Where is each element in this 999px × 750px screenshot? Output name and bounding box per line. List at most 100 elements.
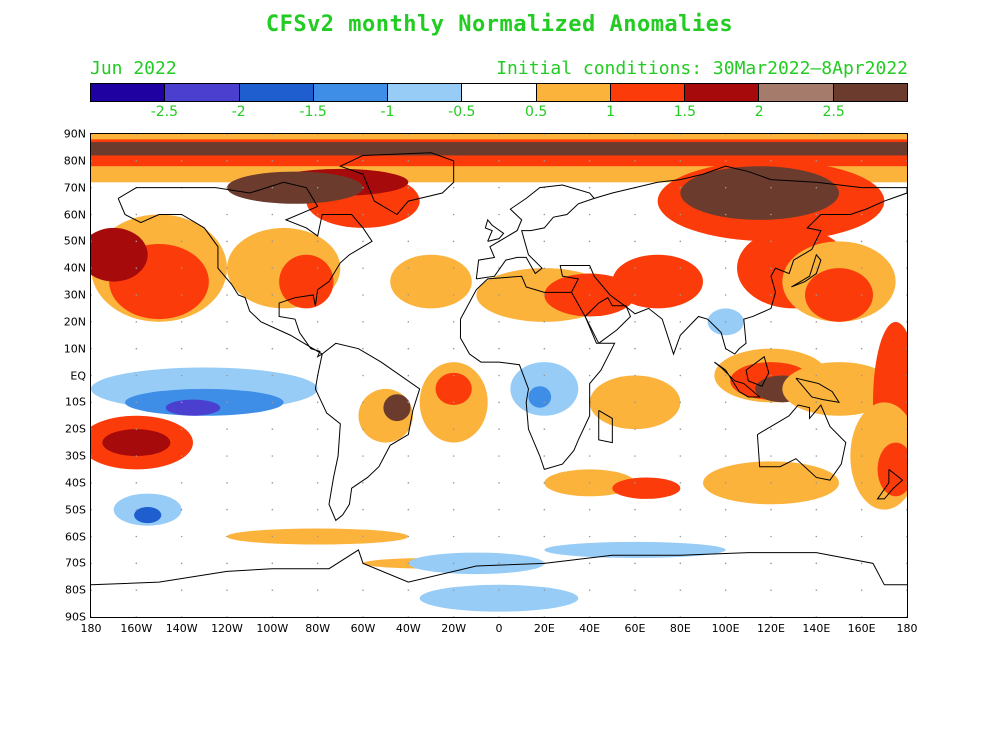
coastline bbox=[314, 342, 421, 522]
longitude-label: 80W bbox=[305, 622, 331, 635]
anomaly-region bbox=[782, 362, 896, 416]
longitude-label: 140E bbox=[802, 622, 831, 635]
latitude-label: 40S bbox=[65, 476, 86, 490]
latitude-label: 70S bbox=[65, 556, 86, 570]
map-title: CFSv2 monthly Normalized Anomalies bbox=[265, 12, 734, 37]
legend-label: 2.5 bbox=[822, 104, 845, 120]
longitude-label: 160E bbox=[847, 622, 876, 635]
anomaly-region bbox=[408, 552, 545, 575]
legend-swatch bbox=[462, 84, 537, 101]
anomaly-region bbox=[805, 268, 873, 322]
longitude-label: 120E bbox=[757, 622, 785, 635]
coastline bbox=[559, 165, 907, 356]
coastline bbox=[791, 253, 822, 288]
legend-label: -2.5 bbox=[150, 104, 179, 120]
longitude-label: 20E bbox=[533, 622, 555, 635]
anomaly-region bbox=[528, 386, 552, 408]
anomaly-region bbox=[390, 254, 472, 309]
anomaly-region bbox=[134, 506, 162, 524]
anomaly-region bbox=[612, 254, 704, 309]
longitude-label: 40W bbox=[395, 622, 421, 635]
legend-swatch bbox=[388, 84, 463, 101]
coastline bbox=[475, 184, 596, 280]
coastline bbox=[714, 361, 762, 398]
longitude-label: 40E bbox=[579, 622, 601, 635]
longitude-label: 100E bbox=[711, 622, 740, 635]
anomaly-region bbox=[680, 166, 840, 220]
latitude-label: 80N bbox=[63, 154, 86, 168]
anomaly-map bbox=[90, 133, 908, 618]
legend-swatch bbox=[239, 84, 314, 101]
latitude-label: 20N bbox=[63, 315, 86, 329]
longitude-label: 180 bbox=[896, 622, 918, 635]
legend-label: 2 bbox=[754, 104, 764, 120]
coastline bbox=[584, 296, 632, 344]
coastline bbox=[876, 469, 904, 500]
longitude-label: 60W bbox=[350, 622, 376, 635]
coastline-layer bbox=[91, 152, 907, 586]
latitude-label: EQ bbox=[70, 369, 86, 382]
coastline bbox=[117, 181, 373, 358]
legend-swatch bbox=[610, 84, 686, 101]
coastline bbox=[756, 404, 847, 481]
color-legend bbox=[90, 83, 908, 102]
latitude-label: 60S bbox=[65, 530, 86, 543]
longitude-label: 20W bbox=[441, 622, 467, 635]
anomaly-map-svg bbox=[91, 134, 907, 617]
anomaly-fill-layer bbox=[91, 134, 907, 612]
anomaly-region bbox=[227, 171, 363, 204]
longitude-label: 120W bbox=[211, 622, 243, 635]
anomaly-region bbox=[91, 227, 148, 282]
latitude-label: 30N bbox=[63, 288, 86, 302]
forecast-month: Jun 2022 bbox=[90, 58, 177, 79]
latitude-label: 90N bbox=[63, 127, 86, 141]
latitude-label: 50N bbox=[63, 234, 86, 248]
latitude-label: 40N bbox=[63, 261, 86, 275]
latitude-label: 30S bbox=[65, 449, 86, 463]
legend-label: -0.5 bbox=[448, 104, 476, 120]
legend-label: -1.5 bbox=[299, 104, 327, 120]
anomaly-region bbox=[165, 399, 221, 416]
longitude-label: 140W bbox=[165, 622, 198, 635]
anomaly-region bbox=[279, 254, 334, 309]
legend-swatch bbox=[91, 84, 166, 101]
anomaly-region bbox=[435, 372, 472, 406]
longitude-label: 60E bbox=[624, 622, 646, 635]
latitude-label: 10N bbox=[63, 342, 86, 356]
longitude-label: 180 bbox=[80, 622, 102, 635]
longitude-label: 160W bbox=[120, 622, 153, 635]
anomaly-region bbox=[544, 541, 726, 558]
anomaly-region bbox=[383, 394, 411, 422]
legend-swatch bbox=[685, 84, 760, 101]
coastline bbox=[339, 152, 455, 215]
latitude-label: 90S bbox=[65, 610, 86, 624]
latitude-label: 10S bbox=[65, 395, 86, 409]
legend-label: 1.5 bbox=[673, 104, 697, 120]
anomaly-region bbox=[419, 584, 579, 612]
legend-label: -2 bbox=[231, 104, 246, 120]
coastline bbox=[484, 218, 505, 242]
legend-swatch bbox=[759, 84, 834, 101]
coastline bbox=[91, 549, 907, 586]
initial-conditions: Initial conditions: 30Mar2022—8Apr2022 bbox=[496, 58, 908, 79]
longitude-label: 0 bbox=[495, 622, 503, 635]
coastline bbox=[745, 355, 770, 387]
latitude-label: 70N bbox=[63, 181, 86, 195]
legend-label: 0.5 bbox=[525, 104, 548, 120]
anomaly-region bbox=[102, 429, 171, 457]
latitude-label: 80S bbox=[65, 583, 86, 597]
coastline bbox=[459, 275, 616, 471]
longitude-label: 100W bbox=[256, 622, 289, 635]
coastline bbox=[598, 409, 613, 444]
legend-swatch bbox=[165, 84, 240, 101]
anomaly-region bbox=[612, 477, 681, 499]
latitude-label: 60N bbox=[63, 208, 86, 221]
anomaly-band bbox=[91, 142, 907, 156]
legend-swatch bbox=[536, 84, 611, 101]
latitude-label: 20S bbox=[65, 422, 86, 436]
longitude-label: 80E bbox=[669, 622, 691, 635]
legend-label: -1 bbox=[380, 104, 395, 120]
latitude-label: 50S bbox=[65, 503, 86, 517]
coastline bbox=[795, 377, 841, 404]
legend-label: 1 bbox=[606, 104, 615, 120]
